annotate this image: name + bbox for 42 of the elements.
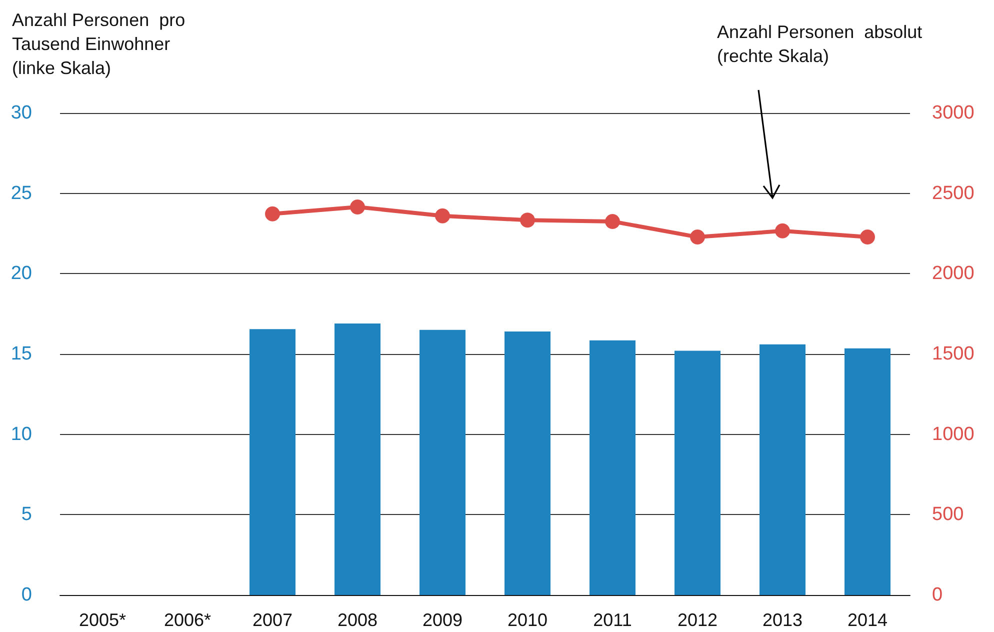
- x-tick-label: 2013: [762, 610, 803, 630]
- y-tick-label: 0: [21, 584, 32, 606]
- bar: [760, 344, 806, 595]
- bar: [334, 323, 380, 595]
- point: [775, 223, 790, 238]
- bar: [844, 348, 890, 595]
- point: [860, 230, 875, 245]
- point: [265, 206, 280, 222]
- y-tick-label: 30: [10, 102, 32, 124]
- x-tick-label: 2008: [337, 610, 378, 630]
- x-tick-label: 2007: [252, 610, 293, 630]
- point: [605, 214, 620, 229]
- y2-tick-label: 2000: [932, 263, 974, 284]
- y2-tick-label: 500: [932, 504, 964, 526]
- bar: [504, 332, 550, 595]
- bar: [590, 340, 636, 595]
- point: [690, 230, 705, 245]
- y2-tick-label: 3000: [932, 102, 974, 124]
- x-tick-label: 2011: [593, 610, 632, 630]
- y2-axis-title: Anzahl Personen absolut (rechte Skala): [717, 22, 922, 66]
- y-tick-label: 5: [21, 504, 32, 526]
- y2-tick-label: 1000: [932, 424, 974, 445]
- bar: [674, 350, 720, 595]
- x-tick-label: 2014: [847, 610, 888, 630]
- y2-tick-label: 2500: [932, 182, 974, 204]
- point: [350, 199, 365, 214]
- x-tick-label: 2009: [422, 610, 463, 630]
- x-tick-label: 2006*: [164, 610, 212, 630]
- y2-tick-label: 0: [932, 584, 943, 606]
- x-tick-label: 2010: [507, 610, 548, 630]
- x-tick-label: 2005*: [78, 610, 126, 630]
- bar: [420, 330, 466, 595]
- point: [520, 212, 535, 228]
- point: [435, 208, 450, 224]
- y-tick-label: 10: [10, 424, 32, 445]
- bar: [250, 329, 296, 595]
- y-axis-title: Anzahl Personen pro Tausend Einwohner (linke Skala): [12, 10, 186, 78]
- x-tick-label: 2012: [677, 610, 718, 630]
- y2-tick-label: 1500: [932, 344, 974, 364]
- y-tick-label: 25: [10, 182, 32, 204]
- y-tick-label: 20: [10, 263, 32, 284]
- y-tick-label: 15: [10, 344, 32, 364]
